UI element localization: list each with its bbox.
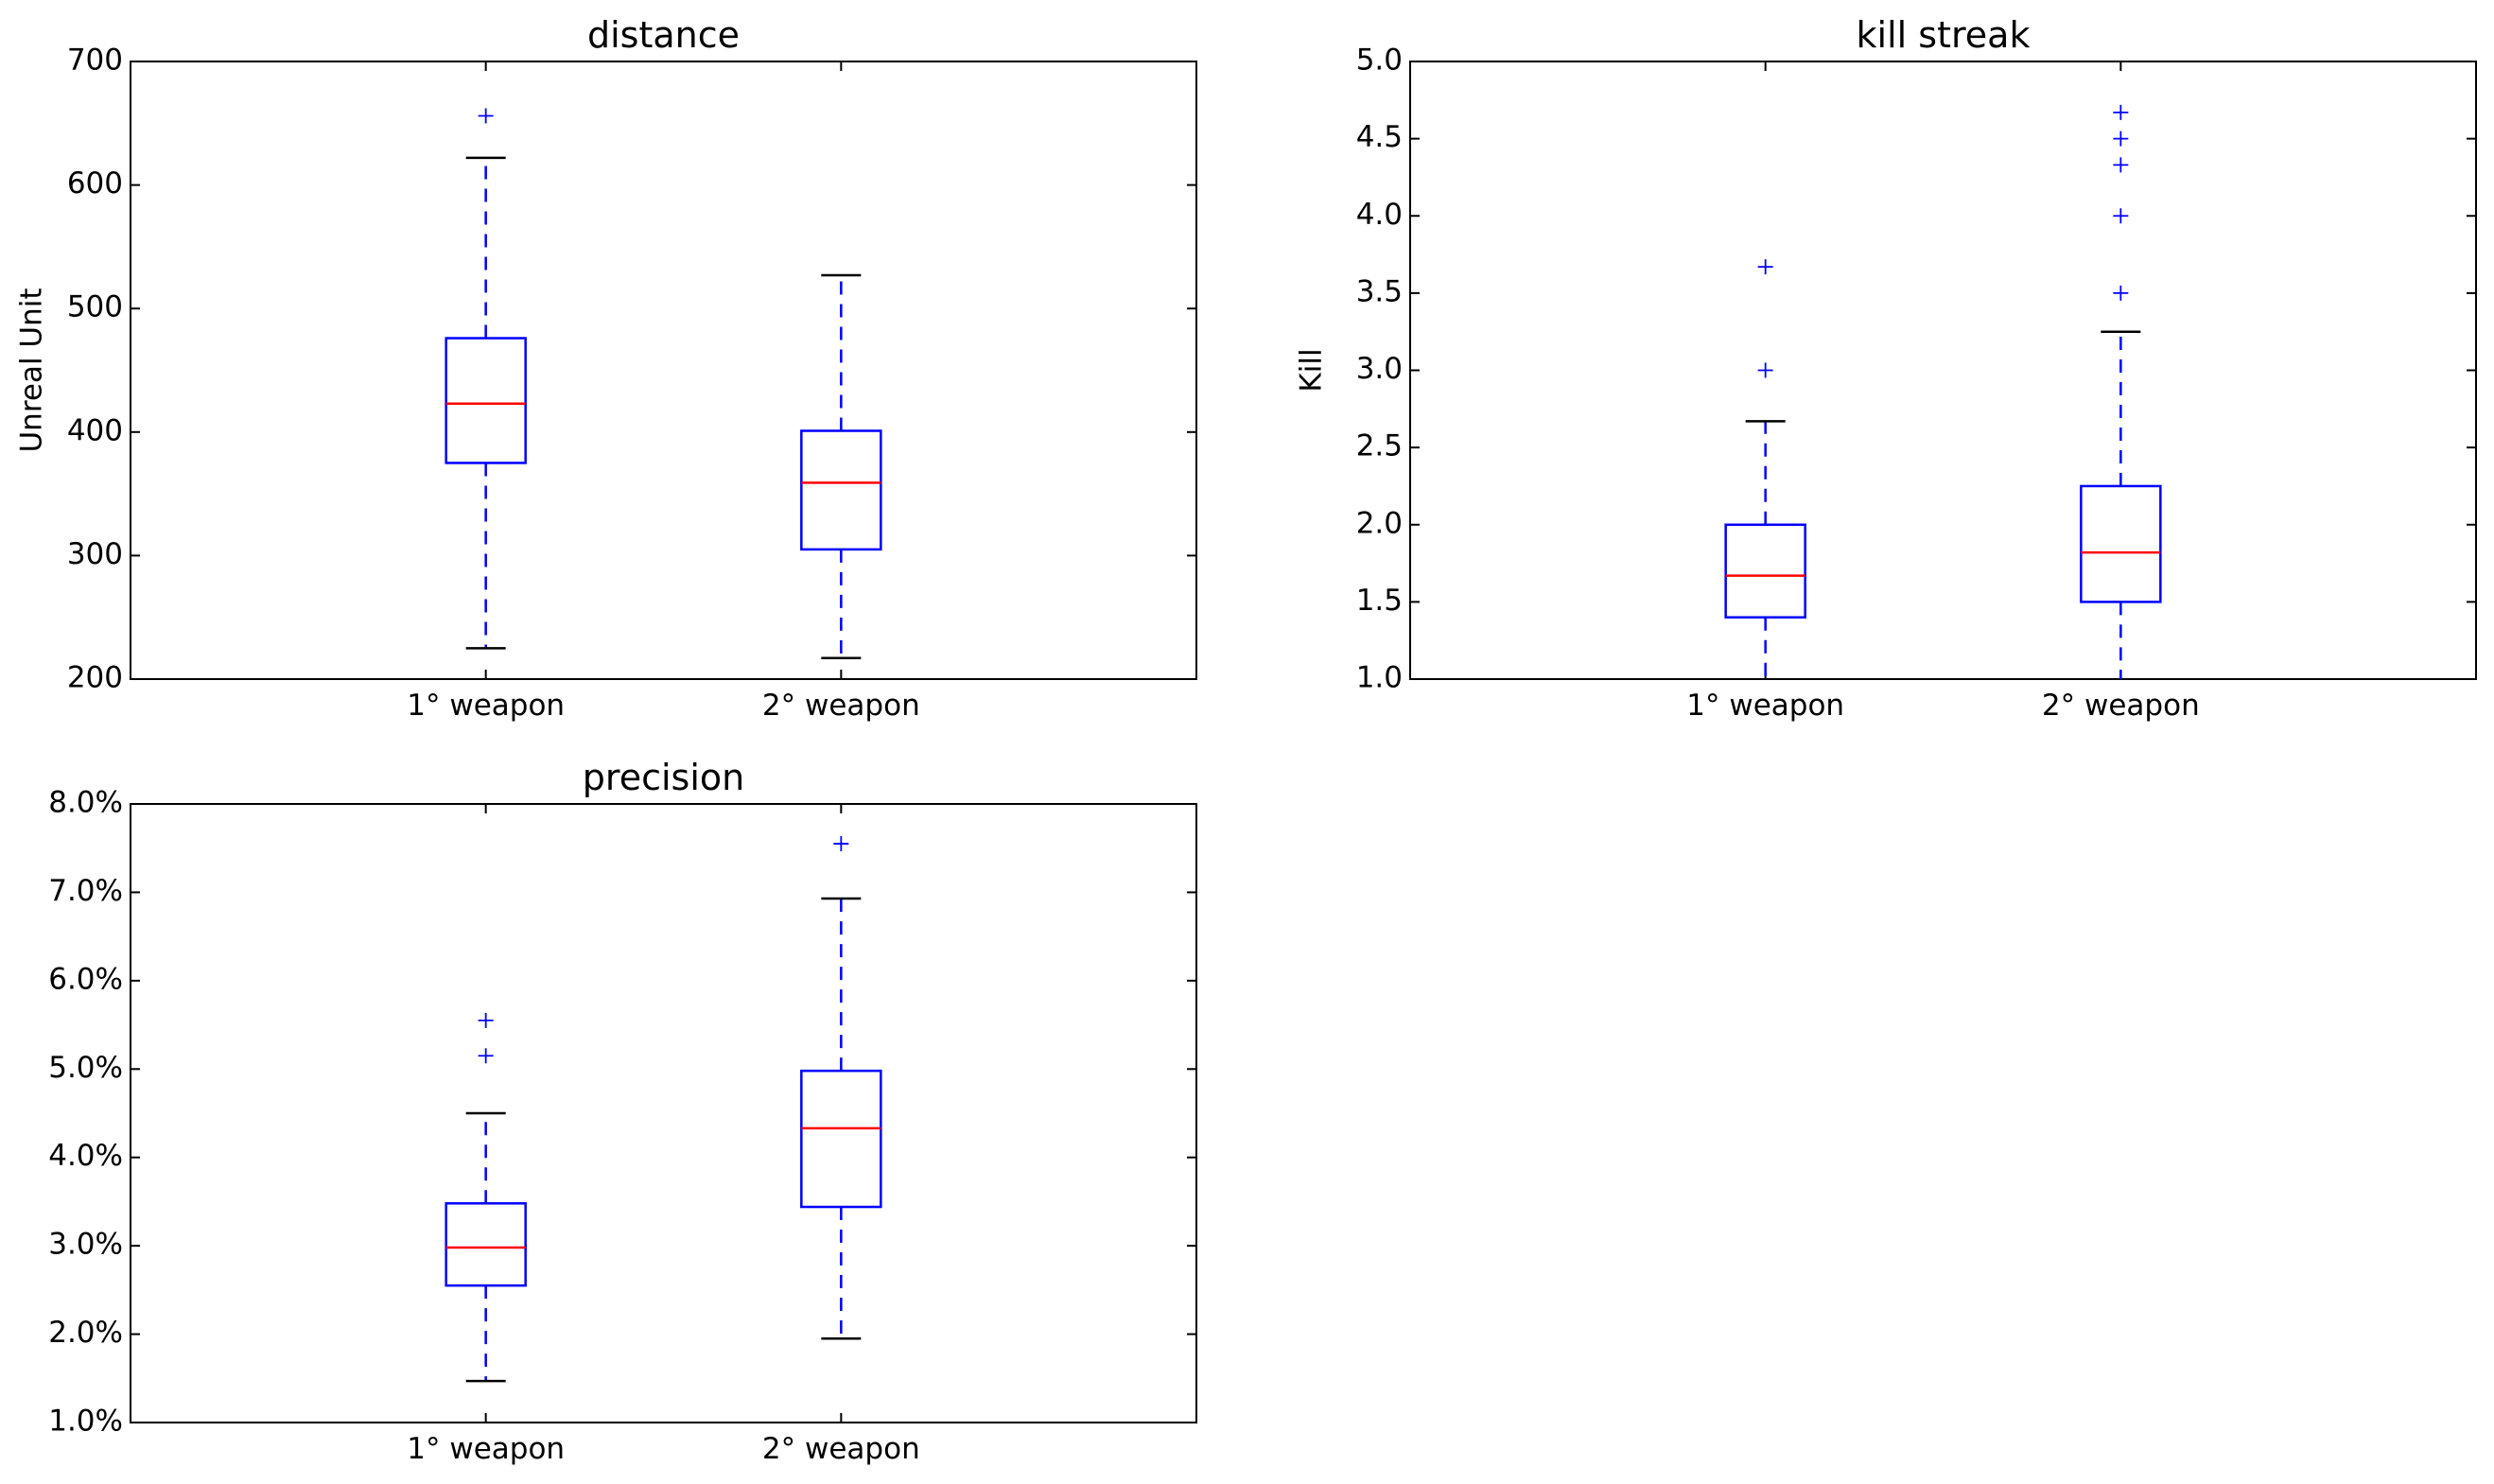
- y-tick-label: 600: [67, 166, 123, 201]
- chart-panel-1: distance Unreal Unit 200 300 400 500 600 700 1° …: [15, 14, 1197, 723]
- y-axis-label: Unreal Unit: [15, 288, 49, 452]
- box-plot-1: [445, 108, 527, 650]
- x-tick-label: 2° weapon: [2042, 689, 2200, 723]
- y-tick-label: 3.5: [1356, 274, 1403, 308]
- y-tick-label: 2.0: [1356, 506, 1403, 540]
- y-tick-label: 1.5: [1356, 584, 1403, 618]
- iqr-box: [800, 1069, 882, 1209]
- plot-frame: [1409, 61, 2477, 680]
- y-tick-label: 3.0%: [48, 1228, 123, 1262]
- y-tick-label: 1.0%: [48, 1405, 123, 1439]
- x-tick-label: 2° weapon: [762, 1432, 920, 1466]
- y-tick-label: 7.0%: [48, 874, 123, 908]
- iqr-box: [2080, 484, 2162, 603]
- x-tick-label: 2° weapon: [762, 689, 920, 723]
- y-tick-label: 2.5: [1356, 429, 1403, 463]
- y-tick-label: 5.0%: [48, 1051, 123, 1085]
- box-plot-2: [800, 836, 882, 1340]
- y-tick-label: 200: [67, 661, 123, 695]
- y-tick-label: 6.0%: [48, 962, 123, 996]
- x-tick-label: 1° weapon: [407, 689, 565, 723]
- chart-title: precision: [583, 757, 744, 798]
- box-plot-1: [445, 1012, 527, 1383]
- x-tick-label: 1° weapon: [407, 1432, 565, 1466]
- box-plot-2: [2080, 104, 2162, 679]
- plot-frame: [130, 61, 1197, 680]
- outlier-point: [2113, 131, 2129, 147]
- chart-title: distance: [587, 14, 740, 56]
- iqr-box: [445, 337, 527, 464]
- outlier-point: [833, 836, 849, 852]
- box-plot-2: [800, 273, 882, 660]
- y-tick-label: 8.0%: [48, 786, 123, 820]
- chart-panel-3: precision 1.0% 2.0% 3.0% 4.0% 5.0% 6.0% 7.0% 8.0…: [48, 757, 1197, 1466]
- chart-panel-2: kill streak Kill 1.0 1.5 2.0 2.5 3.0 3.5 4.0 4.5 5…: [1295, 14, 2477, 723]
- y-tick-label: 5.0: [1356, 44, 1403, 78]
- y-tick-label: 2.0%: [48, 1316, 123, 1350]
- outlier-point: [2113, 285, 2129, 301]
- iqr-box: [1724, 523, 1806, 619]
- x-tick-label: 1° weapon: [1686, 689, 1844, 723]
- outlier-point: [2113, 208, 2129, 224]
- y-tick-label: 400: [67, 413, 123, 447]
- y-tick-label: 3.0: [1356, 352, 1403, 386]
- y-tick-label: 1.0: [1356, 661, 1403, 695]
- outlier-point: [2113, 157, 2129, 173]
- outlier-point: [478, 108, 494, 124]
- outlier-point: [478, 1048, 494, 1064]
- outlier-point: [2113, 104, 2129, 120]
- y-axis-label: Kill: [1295, 348, 1329, 392]
- outlier-point: [1757, 259, 1773, 275]
- y-tick-label: 700: [67, 44, 123, 78]
- y-tick-label: 500: [67, 290, 123, 324]
- y-tick-label: 4.0%: [48, 1139, 123, 1173]
- box-plot-1: [1724, 259, 1806, 679]
- plot-frame: [130, 803, 1197, 1423]
- outlier-point: [1757, 362, 1773, 378]
- iqr-box: [800, 429, 882, 551]
- y-tick-label: 4.5: [1356, 120, 1403, 154]
- y-tick-label: 4.0: [1356, 198, 1403, 232]
- iqr-box: [445, 1202, 527, 1287]
- chart-title: kill streak: [1857, 14, 2031, 56]
- y-tick-label: 300: [67, 537, 123, 571]
- outlier-point: [478, 1012, 494, 1028]
